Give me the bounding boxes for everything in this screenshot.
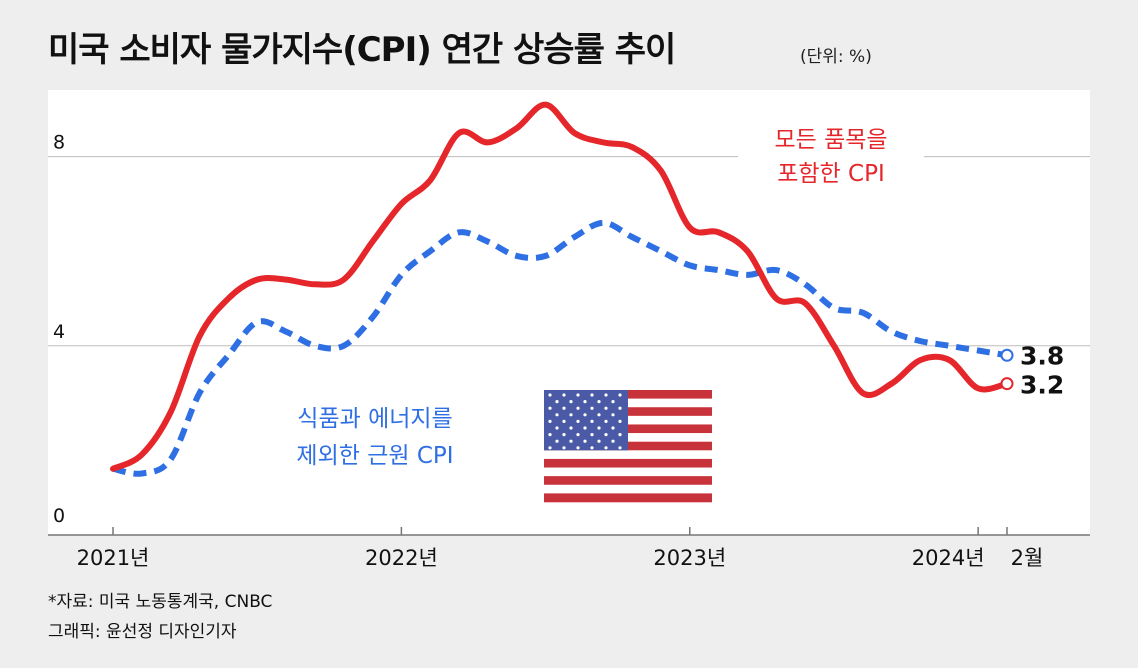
flag-star: [604, 419, 608, 423]
flag-star: [611, 426, 615, 430]
flag-stripe: [544, 458, 712, 468]
flag-star: [555, 400, 559, 404]
end-point-core: [1000, 348, 1014, 362]
flag-star: [611, 439, 615, 443]
flag-star: [604, 433, 608, 437]
flag-star: [576, 406, 580, 410]
flag-star: [618, 406, 622, 410]
flag-stripe: [544, 476, 712, 486]
graphic-credit: 그래픽: 윤선정 디자인기자: [48, 622, 237, 642]
series-line-core-cpi: [112, 219, 1008, 477]
flag-star: [590, 433, 594, 437]
flag-star: [583, 439, 587, 443]
flag-star: [597, 413, 601, 417]
flag-star: [576, 419, 580, 423]
annotation-headline-line2: 포함한 CPI: [777, 161, 885, 187]
flag-stripe: [544, 450, 712, 460]
x-tick-label: 2022년: [365, 546, 438, 570]
flag-star: [562, 406, 566, 410]
y-tick-label-8: 8: [53, 132, 65, 154]
unit-label: (단위: %): [800, 47, 872, 67]
flag-star: [590, 393, 594, 397]
flag-star: [576, 393, 580, 397]
flag-star: [555, 439, 559, 443]
flag-star: [555, 426, 559, 430]
end-point-headline: [1000, 377, 1014, 391]
flag-star: [548, 406, 552, 410]
annotation-headline-line1: 모든 품목을: [774, 127, 887, 153]
flag-stripe: [544, 493, 712, 503]
series-line-headline-cpi: [110, 101, 1010, 472]
us-flag-image: [544, 390, 712, 503]
flag-star: [583, 413, 587, 417]
flag-star: [548, 393, 552, 397]
flag-star: [569, 426, 573, 430]
flag-star: [562, 419, 566, 423]
y-tick-label-4: 4: [53, 321, 65, 343]
end-value-label-core: 3.8: [1020, 341, 1064, 370]
flag-star: [597, 426, 601, 430]
annotation-box-core: [251, 392, 499, 484]
flag-star: [548, 433, 552, 437]
flag-star: [548, 446, 552, 450]
flag-star: [562, 393, 566, 397]
flag-star: [604, 406, 608, 410]
flag-star: [597, 400, 601, 404]
flag-star: [590, 406, 594, 410]
x-tick-label: 2월: [1011, 546, 1044, 570]
annotation-box-headline: [738, 108, 924, 198]
chart-title: 미국 소비자 물가지수(CPI) 연간 상승률 추이: [48, 30, 676, 70]
flag-star: [618, 393, 622, 397]
flag-star: [597, 439, 601, 443]
flag-star: [562, 446, 566, 450]
flag-star: [576, 433, 580, 437]
flag-stripe: [544, 484, 712, 494]
flag-star: [569, 413, 573, 417]
x-tick-label: 2024년: [912, 546, 985, 570]
x-tick-label: 2021년: [77, 546, 150, 570]
flag-star: [590, 446, 594, 450]
flag-star: [611, 413, 615, 417]
flag-star: [604, 393, 608, 397]
end-value-label-headline: 3.2: [1020, 371, 1064, 400]
annotation-core-line1: 식품과 에너지를: [297, 406, 452, 432]
x-tick-label: 2023년: [653, 546, 726, 570]
annotation-core-line2: 제외한 근원 CPI: [296, 443, 453, 469]
flag-star: [583, 400, 587, 404]
flag-star: [611, 400, 615, 404]
flag-star: [555, 413, 559, 417]
y-tick-label-0: 0: [53, 505, 65, 527]
flag-star: [583, 426, 587, 430]
flag-star: [618, 446, 622, 450]
flag-star: [618, 433, 622, 437]
flag-star: [604, 446, 608, 450]
flag-star: [576, 446, 580, 450]
flag-star: [548, 419, 552, 423]
flag-star: [618, 419, 622, 423]
flag-stripe: [544, 467, 712, 477]
flag-star: [590, 419, 594, 423]
source-note: *자료: 미국 노동통계국, CNBC: [48, 592, 273, 612]
flag-star: [562, 433, 566, 437]
flag-star: [569, 439, 573, 443]
flag-star: [569, 400, 573, 404]
